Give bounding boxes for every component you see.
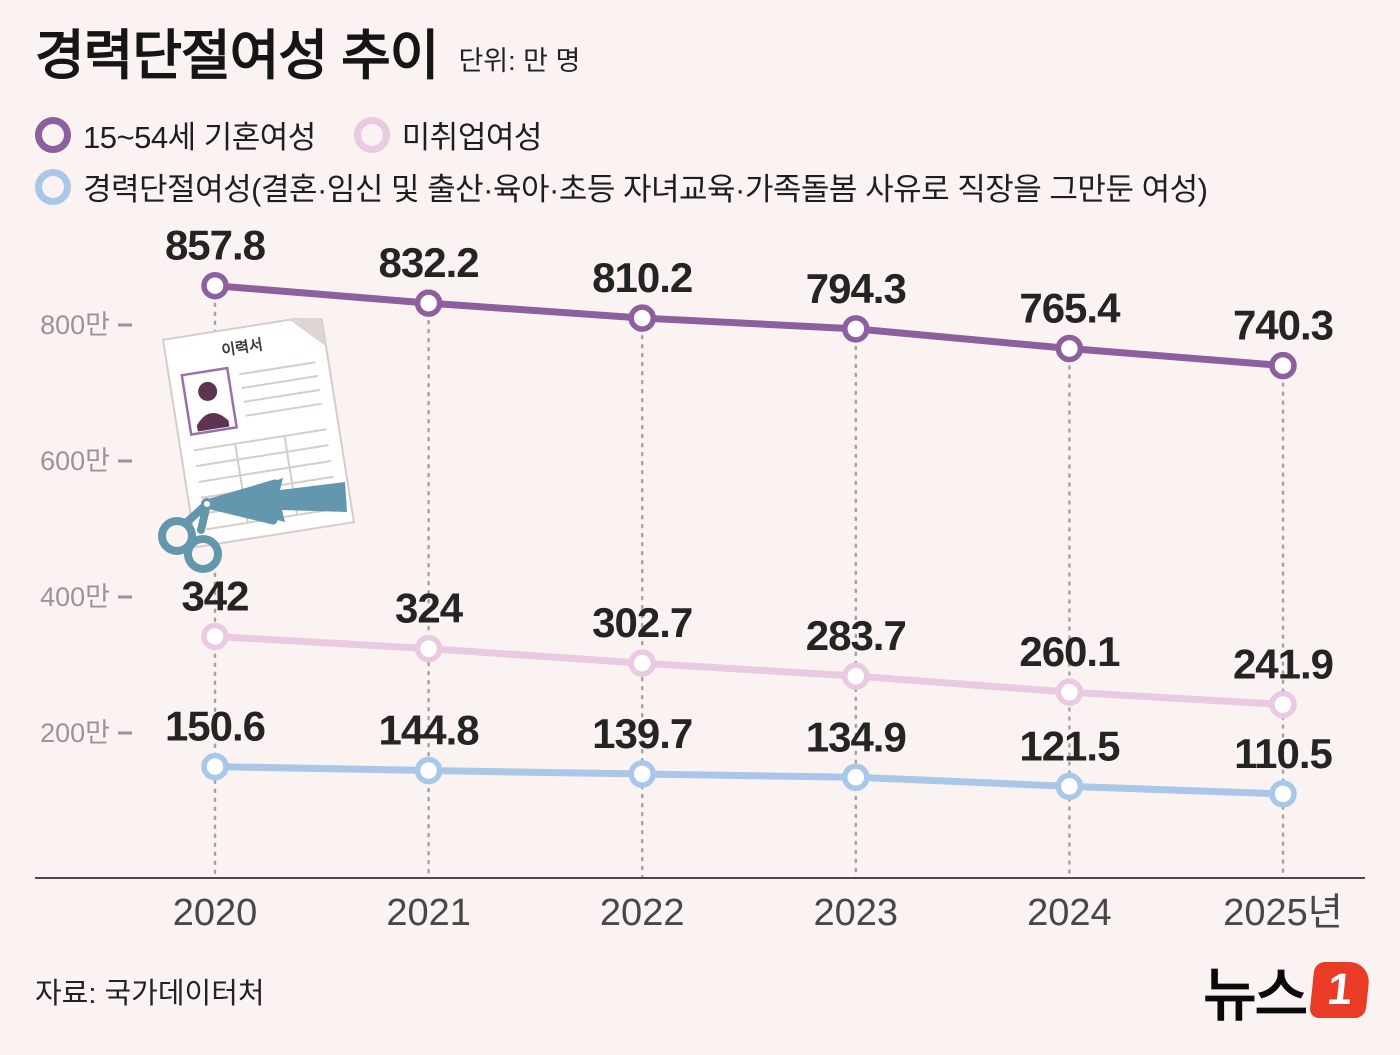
series-0-marker-2021 <box>414 289 443 317</box>
series-0-marker-2020 <box>201 271 229 300</box>
title-row: 경력단절여성 추이 단위: 만 명 <box>35 28 580 85</box>
series-line-0 <box>211 282 1287 370</box>
series-0-marker-2024 <box>1055 334 1084 363</box>
x-axis-label-2025년: 2025년 <box>1223 892 1343 934</box>
series-2-marker-2025년 <box>1269 780 1297 808</box>
series-1-value-label-2022: 302.7 <box>592 599 692 646</box>
legend-label-unemployed: 미취업여성 <box>401 120 543 155</box>
series-2-marker-2020 <box>201 752 229 781</box>
series-1-value-label-2023: 283.7 <box>806 612 906 659</box>
series-0-marker-2025년 <box>1269 351 1297 380</box>
series-line-2 <box>211 763 1287 798</box>
series-0-value-label-2023: 794.3 <box>806 265 906 312</box>
series-2-marker-2022 <box>628 760 656 788</box>
x-axis-label-2021: 2021 <box>386 892 471 934</box>
series-2-marker-2021 <box>414 756 443 785</box>
y-tick-label: 800만 <box>40 310 110 340</box>
news1-logo-text: 뉴스 <box>1203 963 1308 1028</box>
paper-fold-corner <box>289 318 327 347</box>
x-axis-label-2020: 2020 <box>173 892 258 934</box>
legend-marker-unemployed-icon <box>353 116 390 153</box>
y-tick-label: 400만 <box>40 582 110 612</box>
scissors-icon <box>158 479 280 573</box>
series-0-value-label-2022: 810.2 <box>592 254 692 301</box>
series-1-value-label-2024: 260.1 <box>1019 628 1120 675</box>
series-0-value-label-2020: 857.8 <box>165 222 266 269</box>
series-2-value-label-2025년: 110.5 <box>1234 730 1332 777</box>
series-0-marker-2022 <box>628 304 656 332</box>
series-0-marker-2023 <box>842 315 870 343</box>
series-1-value-label-2025년: 241.9 <box>1233 641 1333 688</box>
series-1-value-label-2021: 324 <box>395 585 464 632</box>
y-tick-label: 200만 <box>40 718 110 748</box>
series-2-value-label-2024: 121.5 <box>1019 722 1120 769</box>
series-1-marker-2022 <box>628 649 656 677</box>
series-1-marker-2020 <box>201 622 229 651</box>
legend-row-2: 경력단절여성(결혼·임신 및 출산·육아·초등 자녀교육·가족돌봄 사유로 직장… <box>35 164 1208 209</box>
x-axis-label-2024: 2024 <box>1027 892 1112 934</box>
page-title: 경력단절여성 추이 <box>35 26 439 86</box>
legend-row-1: 15~54세 기혼여성 미취업여성 <box>35 112 542 157</box>
series-1-marker-2023 <box>842 662 870 690</box>
resume-scissors-illustration: 이력서 <box>158 318 356 573</box>
legend-marker-career-break-icon <box>35 168 71 205</box>
news1-logo: 뉴스 1 <box>1203 948 1371 1032</box>
series-2-value-label-2023: 134.9 <box>806 713 906 760</box>
series-1-value-label-2020: 342 <box>181 572 248 619</box>
series-line-1 <box>211 632 1287 709</box>
unit-label: 단위: 만 명 <box>458 45 581 76</box>
source-note: 자료: 국가데이터처 <box>35 978 265 1010</box>
series-2-value-label-2021: 144.8 <box>379 707 480 754</box>
series-0-value-label-2025년: 740.3 <box>1233 302 1333 349</box>
legend-marker-married-icon <box>35 116 71 153</box>
resume-photo-shoulders <box>196 413 230 432</box>
x-axis-label-2023: 2023 <box>814 892 899 934</box>
series-2-marker-2023 <box>842 763 870 792</box>
series-2-marker-2024 <box>1055 772 1084 801</box>
legend-label-career-break: 경력단절여성(결혼·임신 및 출산·육아·초등 자녀교육·가족돌봄 사유로 직장… <box>83 172 1208 207</box>
series-2-value-label-2020: 150.6 <box>165 703 265 750</box>
x-axis-label-2022: 2022 <box>600 892 685 934</box>
news1-logo-mark-icon: 1 <box>1309 962 1371 1018</box>
series-1-marker-2024 <box>1055 678 1084 706</box>
resume-photo-head <box>198 381 218 401</box>
series-1-marker-2021 <box>414 634 443 663</box>
series-1-marker-2025년 <box>1269 690 1297 719</box>
series-0-value-label-2024: 765.4 <box>1019 285 1121 332</box>
y-tick-label: 600만 <box>40 446 110 476</box>
series-0-value-label-2021: 832.2 <box>379 239 479 286</box>
series-2-value-label-2022: 139.7 <box>592 710 692 757</box>
legend-label-married: 15~54세 기혼여성 <box>83 120 316 155</box>
